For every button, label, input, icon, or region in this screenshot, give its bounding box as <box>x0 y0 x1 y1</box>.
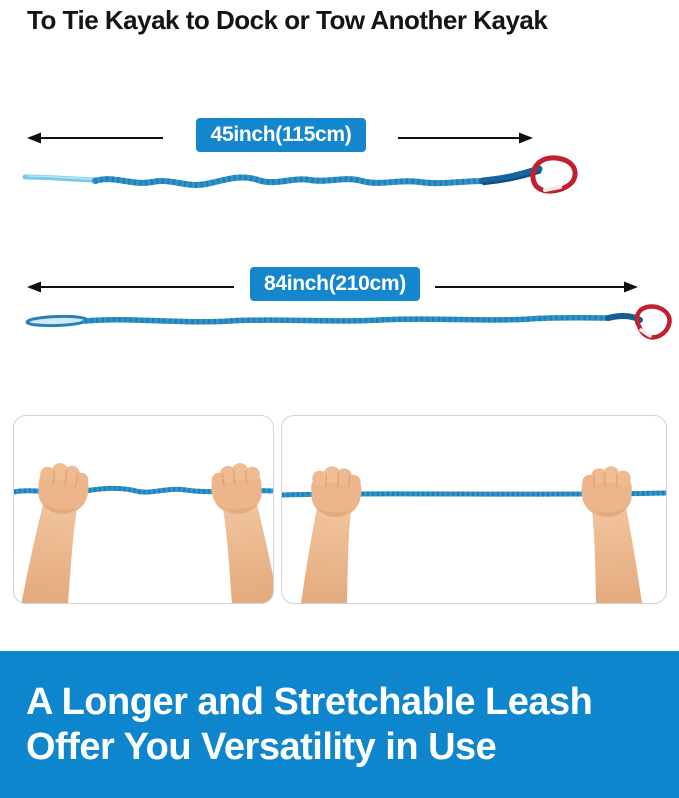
photo-card-slack-leash <box>13 415 274 604</box>
carabiner-icon <box>530 155 578 194</box>
banner-text: A Longer and Stretchable Leash Offer You… <box>26 680 593 770</box>
leash-45-image <box>22 155 578 194</box>
dimension-badge-84: 84inch(210cm) <box>250 267 420 301</box>
page-title: To Tie Kayak to Dock or Tow Another Kaya… <box>27 5 548 35</box>
photo-card-stretched-leash <box>281 415 667 604</box>
stretched-leash-photo <box>282 466 666 603</box>
carabiner-icon <box>634 304 672 340</box>
slack-leash-photo <box>14 463 273 603</box>
dimension-arrow-84 <box>27 281 638 293</box>
dimension-badge-45: 45inch(115cm) <box>196 118 366 152</box>
hand-left <box>299 466 362 603</box>
leash-84-image <box>25 304 672 340</box>
leash-measurement-diagram <box>22 132 672 340</box>
dimension-arrow-45 <box>27 132 533 144</box>
hand-right <box>211 463 273 603</box>
hand-left <box>20 463 89 603</box>
hand-right <box>581 466 644 603</box>
banner-line-1: A Longer and Stretchable Leash <box>26 681 593 723</box>
banner-line-2: Offer You Versatility in Use <box>26 726 497 768</box>
marketing-banner: A Longer and Stretchable Leash Offer You… <box>0 651 679 798</box>
